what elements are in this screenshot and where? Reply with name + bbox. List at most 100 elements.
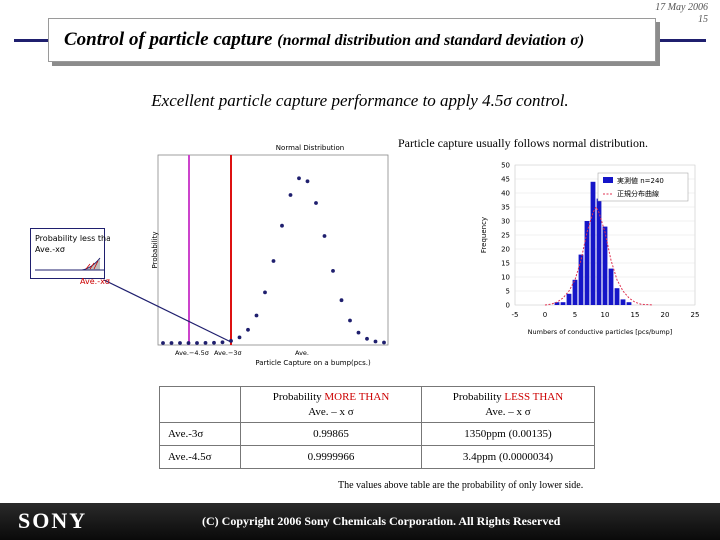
histogram-bar [572, 279, 578, 305]
normal-chart-frame [157, 154, 389, 346]
normal-curve-dot [178, 341, 182, 345]
histogram-bar [554, 302, 560, 305]
histogram-y-tick-label: 10 [501, 274, 510, 282]
row-label: Ave.-4.5σ [159, 445, 241, 469]
normal-curve-dot [212, 340, 216, 345]
normal-curve-dot [161, 341, 165, 345]
inset-pointer-line [103, 279, 232, 343]
inset-axis-label: Ave.-xσ [80, 277, 110, 286]
normal-curve-dot [254, 313, 259, 318]
normal-curve-dot [348, 318, 352, 323]
copyright-text: (C) Copyright 2006 Sony Chemicals Corpor… [202, 514, 561, 528]
normal-distribution-chart: Normal Distribution Probability Ave.−4.5… [103, 144, 389, 367]
date-stamp: 17 May 2006 15 [640, 2, 708, 26]
histogram-x-tick-label: 15 [631, 311, 640, 319]
normal-curve-dot [237, 335, 242, 340]
normal-curve-dot [305, 179, 310, 184]
histogram-bar [566, 293, 572, 305]
row-more-value: 0.9999966 [240, 445, 422, 469]
row-label: Ave.-3σ [159, 422, 241, 446]
marker-label-3-sigma: Ave.−3σ [214, 349, 242, 357]
inset-shaded-tail [82, 258, 100, 270]
normal-curve-dots [161, 176, 386, 345]
marker-label-4-5-sigma: Ave.−4.5σ [175, 349, 209, 357]
histogram-y-ticks: 0 5 10 15 20 25 30 35 40 45 50 [501, 162, 695, 310]
normal-curve-dot [339, 298, 344, 303]
title-sub: (normal distribution and standard deviat… [277, 32, 585, 49]
inset-hatch [85, 260, 99, 270]
normal-curve-dot [314, 201, 318, 205]
histogram-y-tick-label: 40 [501, 190, 510, 198]
histogram-y-tick-label: 5 [506, 288, 510, 296]
histogram-xlabel: Numbers of conductive particles [pcs/bum… [528, 328, 673, 336]
table-header-row: Probability MORE THAN Ave. – x σ Probabi… [159, 386, 595, 423]
inset-label-line1: Probability less than [35, 234, 110, 243]
row-less-value: 1350ppm (0.00135) [421, 422, 595, 446]
normal-chart-ylabel: Probability [151, 231, 159, 268]
normal-curve-dot [169, 341, 174, 345]
histogram-bar [626, 302, 632, 305]
normal-curve-dot [322, 234, 327, 238]
histogram-x-tick-label: 10 [601, 311, 610, 319]
header-less-line2: Ave. – x σ [485, 405, 531, 418]
histogram-y-tick-label: 35 [501, 204, 510, 212]
normal-curve-dot [186, 341, 191, 345]
histogram-y-tick-label: 25 [501, 232, 510, 240]
normal-curve-dot [373, 339, 378, 344]
header-less-key: LESS THAN [504, 390, 564, 403]
histogram-x-tick-label: 25 [691, 311, 700, 319]
normal-curve-dot [288, 193, 293, 197]
normal-curve-dot [271, 259, 276, 263]
normal-curve-dot [195, 341, 199, 345]
header-more-than: Probability MORE THAN Ave. – x σ [240, 386, 422, 423]
sony-logo: SONY [18, 508, 88, 533]
tail-probability-inset: Probability less than Ave.-xσ Ave.-xσ [30, 228, 110, 286]
histogram-y-tick-label: 45 [501, 176, 510, 184]
histogram-x-tick-label: 5 [573, 311, 577, 319]
table-row: Ave.-4.5σ 0.9999966 3.4ppm (0.0000034) [159, 445, 595, 469]
normal-curve-dot [263, 290, 267, 295]
normal-curve-dot [365, 336, 369, 341]
histogram-bar [578, 254, 584, 305]
histogram-bar [584, 221, 590, 305]
subtitle: Excellent particle capture performance t… [151, 91, 569, 110]
normal-curve-dot [220, 340, 225, 345]
histogram-bar [608, 268, 614, 305]
histogram-bar [596, 198, 602, 305]
inset-label-line2: Ave.-xσ [35, 245, 65, 254]
normal-chart-xlabel: Particle Capture on a bump(pcs.) [255, 359, 371, 367]
normal-chart-title: Normal Distribution [276, 144, 344, 152]
probability-table: Probability MORE THAN Ave. – x σ Probabi… [159, 386, 595, 469]
histogram-x-tick-label: 20 [661, 311, 670, 319]
table-footnote: The values above table are the probabili… [338, 480, 584, 491]
histogram-y-tick-label: 20 [501, 246, 510, 254]
header-less-pre: Probability [452, 390, 505, 403]
footer-bar [0, 503, 720, 540]
legend-curve-label: 正規分布曲線 [617, 189, 659, 198]
histogram-y-tick-label: 50 [501, 162, 510, 170]
legend-bar-label: 実測値 n=240 [617, 176, 664, 185]
histogram-ylabel: Frequency [480, 217, 488, 253]
normal-curve-dot [297, 176, 301, 181]
title-box [48, 18, 656, 62]
page-title: Control of particle capture (normal dist… [64, 29, 584, 51]
histogram-y-tick-label: 30 [501, 218, 510, 226]
histogram-y-tick-label: 15 [501, 260, 510, 268]
marker-label-ave: Ave. [295, 349, 309, 357]
header-more-pre: Probability [272, 390, 325, 403]
title-main: Control of particle capture [64, 29, 273, 50]
row-more-value: 0.99865 [240, 422, 422, 446]
legend-bar-swatch [603, 177, 613, 183]
title-rule-left [14, 39, 48, 42]
header-less-than: Probability LESS THAN Ave. – x σ [421, 386, 595, 423]
header-more-line2: Ave. – x σ [308, 405, 354, 418]
histogram-bar [560, 302, 566, 305]
table-corner-cell [159, 386, 241, 423]
normal-curve-dot [331, 269, 335, 273]
header-more-key: MORE THAN [324, 390, 390, 403]
normal-curve-dot [203, 341, 208, 345]
normal-curve-dot [382, 340, 386, 345]
row-less-value: 3.4ppm (0.0000034) [421, 445, 595, 469]
histogram-bar [620, 299, 626, 305]
histogram-x-tick-label: -5 [512, 311, 519, 319]
